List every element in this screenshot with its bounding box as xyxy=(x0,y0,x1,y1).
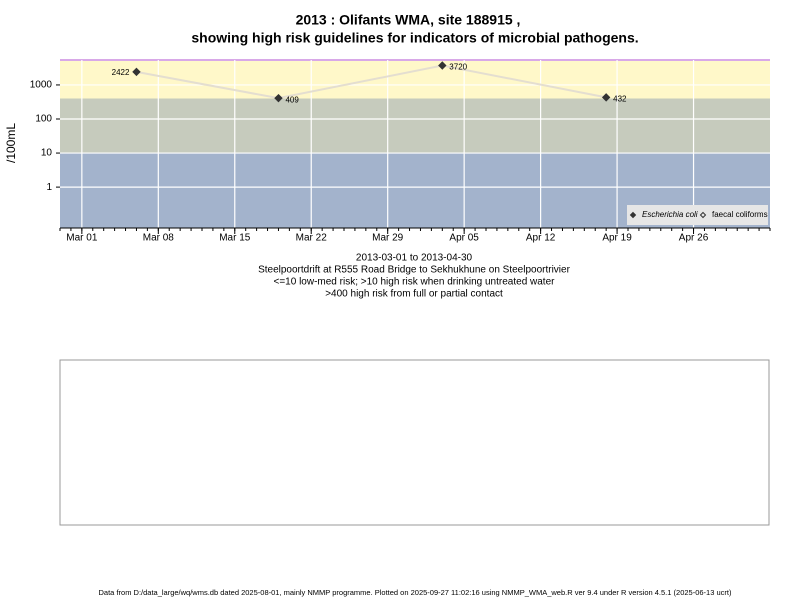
legend-marker xyxy=(629,211,637,219)
y-axis-label: /100mL xyxy=(4,123,18,163)
legend-label: faecal coliforms xyxy=(712,210,768,219)
x-tick-label: Apr 26 xyxy=(679,233,709,244)
risk-band xyxy=(60,98,770,154)
y-tick-label: 1000 xyxy=(30,80,53,91)
x-tick-label: Apr 12 xyxy=(526,233,556,244)
x-tick-label: Mar 29 xyxy=(372,233,404,244)
x-tick-label: Mar 08 xyxy=(143,233,175,244)
risk-band xyxy=(60,60,770,99)
x-axis-label: 2013-03-01 to 2013-04-30 xyxy=(356,253,473,264)
legend-marker xyxy=(699,211,707,219)
series-line xyxy=(136,64,607,100)
footer: Data from D:/data_large/wq/wms.db dated … xyxy=(99,588,732,597)
x-axis-label: Steelpoortdrift at R555 Road Bridge to S… xyxy=(258,265,571,276)
legend-label: Escherichia coli xyxy=(642,210,698,219)
x-tick-label: Mar 01 xyxy=(66,233,98,244)
y-tick-label: 100 xyxy=(35,114,52,125)
y-tick-label: 1 xyxy=(46,182,52,193)
x-tick-label: Apr 05 xyxy=(449,233,479,244)
x-axis-label: <=10 low-med risk; >10 high risk when dr… xyxy=(274,277,556,288)
data-label: 3720 xyxy=(449,63,467,72)
data-label: 2422 xyxy=(112,68,130,77)
chart-title: 2013 : Olifants WMA, site 188915 , xyxy=(296,12,521,28)
x-tick-label: Apr 19 xyxy=(602,233,632,244)
legend-box xyxy=(627,205,768,225)
data-point xyxy=(438,61,447,70)
data-point xyxy=(274,93,283,103)
empty-panel xyxy=(59,359,770,526)
data-point xyxy=(601,93,611,102)
data-point xyxy=(132,67,141,77)
x-tick-label: Mar 15 xyxy=(219,233,251,244)
x-tick-label: Mar 22 xyxy=(296,233,328,244)
y-tick-label: 10 xyxy=(41,148,53,159)
data-label: 432 xyxy=(613,94,627,103)
x-axis-label: >400 high risk from full or partial cont… xyxy=(325,289,503,300)
chart-subtitle: showing high risk guidelines for indicat… xyxy=(191,30,638,46)
data-label: 409 xyxy=(285,95,299,104)
